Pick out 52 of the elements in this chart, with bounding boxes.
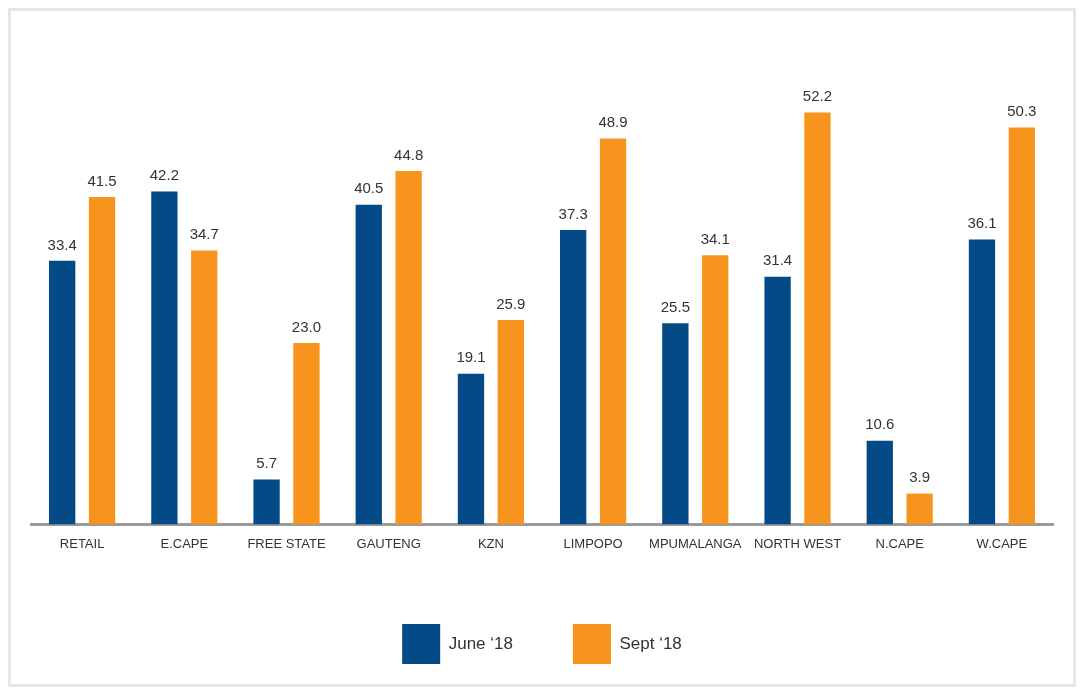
data-label: 34.1 [700, 229, 730, 247]
legend-label: June ‘18 [448, 633, 513, 653]
data-label: 41.5 [87, 171, 117, 189]
data-label: 40.5 [354, 179, 384, 197]
data-label: 36.1 [967, 214, 997, 232]
data-label: 19.1 [456, 348, 486, 366]
bar [457, 373, 485, 525]
data-label: 5.7 [256, 454, 277, 472]
bar [764, 276, 791, 525]
bar [293, 342, 320, 525]
data-label: 44.8 [394, 145, 424, 163]
legend-label: Sept ‘18 [619, 633, 682, 653]
data-label: 37.3 [558, 204, 588, 222]
x-tick-label: W.CAPE [976, 535, 1028, 551]
data-label: 34.7 [189, 225, 219, 243]
bar [151, 191, 178, 525]
x-tick-label: E.CAPE [160, 535, 209, 551]
x-tick-label: RETAIL [59, 535, 105, 551]
data-label: 31.4 [762, 251, 793, 269]
x-tick-label: LIMPOPO [563, 535, 623, 551]
x-tick-label: NORTH WEST [753, 535, 842, 551]
bar [88, 196, 116, 525]
bar [968, 239, 996, 525]
bar [497, 320, 524, 525]
bar [355, 204, 382, 525]
bar [804, 112, 831, 525]
bar [599, 138, 627, 525]
data-label: 10.6 [865, 415, 895, 433]
bar [191, 250, 218, 525]
data-label: 33.4 [47, 235, 77, 253]
data-label: 50.3 [1007, 102, 1037, 120]
data-label: 25.9 [496, 294, 526, 312]
x-tick-label: KZN [477, 535, 504, 551]
data-label: 52.2 [802, 87, 833, 105]
x-tick-label: FREE STATE [247, 535, 326, 551]
data-label: 48.9 [598, 113, 628, 131]
data-label: 3.9 [909, 468, 931, 486]
bar [49, 260, 76, 525]
bar [906, 493, 933, 525]
data-label: 42.2 [149, 166, 179, 184]
x-tick-label: GAUTENG [356, 535, 421, 551]
bar [702, 255, 729, 525]
data-label: 23.0 [291, 317, 322, 335]
bar [662, 323, 689, 525]
x-tick-label: MPUMALANGA [649, 535, 742, 551]
x-tick-label: N.CAPE [875, 535, 925, 551]
bar [253, 479, 280, 525]
data-label: 25.5 [660, 297, 690, 315]
bar [866, 440, 893, 525]
bar [395, 170, 422, 525]
bar [1008, 127, 1035, 525]
bar [560, 230, 587, 525]
